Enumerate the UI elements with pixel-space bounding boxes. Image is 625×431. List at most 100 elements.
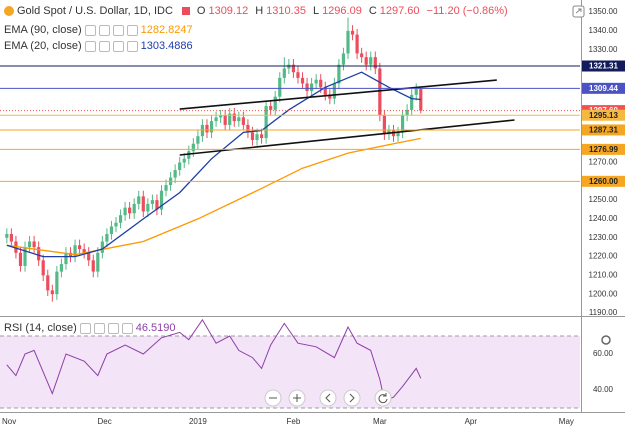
y-tick-label: 1340.00 [589,26,618,35]
level-label-bg [582,82,625,94]
settings-button[interactable] [98,40,110,52]
zoom-controls [264,389,392,407]
candle-body [23,247,27,266]
reset-icon [378,393,388,404]
visibility-button[interactable] [84,24,96,36]
candle-body [273,96,277,110]
candle-body [405,109,409,116]
candle-body [241,117,245,125]
candle-body [87,252,91,261]
ohlc-label: C [368,5,377,17]
candle-body [18,252,23,266]
y-tick-label: 40.00 [593,385,614,394]
candle-body [209,121,214,133]
remove-button[interactable] [112,40,124,52]
candle-body [155,200,159,210]
candle-body [205,124,209,133]
candle-body [41,260,45,276]
legend-value: 1282.8247 [140,24,193,36]
y-tick-label: 1220.00 [589,252,618,261]
candle-body [64,252,68,265]
candle-body [137,196,141,204]
x-tick-label: Dec [98,417,112,426]
level-label-bg [582,109,625,121]
visibility-button[interactable] [79,322,91,334]
x-tick-label: Nov [2,417,16,426]
legend-value: 1303.4886 [140,40,193,52]
candle-body [114,222,118,227]
symbol-title: Gold Spot / U.S. Dollar, 1D, IDC [17,5,173,17]
level-label-bg [582,175,625,187]
level-label: 1321.31 [589,62,618,71]
candle-body [96,252,100,272]
candle-body [296,72,300,78]
level-label-bg [582,143,625,155]
remove-button[interactable] [112,24,124,36]
candle-body [219,115,223,118]
candle-body [259,134,264,139]
y-tick-label: 1230.00 [589,233,618,242]
candle-body [346,30,350,54]
x-tick-label: May [559,417,574,426]
x-tick-label: 2019 [189,417,207,426]
y-tick-label: 1210.00 [589,270,618,279]
candle-body [228,113,232,125]
ema-legend: EMA (20, close) 1303.4886 [4,40,193,52]
candle-body [378,68,382,116]
candle-body [37,247,41,261]
y-tick-label: 1350.00 [589,7,618,16]
reset-button[interactable] [374,389,392,407]
rsi-legend: RSI (14, close) 46.5190 [4,322,176,334]
candle-body [314,79,318,84]
settings-button[interactable] [98,24,110,36]
candle-body [109,226,114,234]
candle-body [369,57,373,65]
level-label: 1295.13 [589,111,618,120]
more-button[interactable] [126,24,138,36]
level-label-bg [582,60,625,72]
candle-body [282,68,286,78]
candle-body [150,200,154,204]
legend-label: RSI (14, close) [4,322,77,334]
rsi-line [6,318,422,402]
level-label: 1276.99 [589,145,618,154]
scroll-left-button[interactable] [319,389,337,407]
visibility-button[interactable] [84,40,96,52]
scroll-right-button[interactable] [343,389,361,407]
candle-body [250,132,255,140]
settings-button[interactable] [601,335,611,345]
y-tick-label: 1190.00 [589,308,618,317]
level-label: 1287.31 [589,126,618,135]
level-label-bg [582,124,625,136]
more-button[interactable] [126,40,138,52]
ohlc-label: L [312,5,320,17]
candle-body [264,106,268,139]
change-value: −11.20 (−0.86%) [426,5,508,17]
candle-body [182,158,186,163]
candle-body [305,83,309,92]
ohlc-value: 1310.35 [266,5,306,17]
candle-body [400,115,405,133]
y-tick-label: 1330.00 [589,45,618,54]
symbol-icon [4,6,14,16]
candle-body [232,113,236,122]
candle-body [73,245,77,257]
candle-body [132,203,136,214]
candle-body [255,134,259,140]
level-label: 1309.44 [589,84,618,93]
candle-body [364,57,368,65]
remove-button[interactable] [107,322,119,334]
candle-body [382,115,386,135]
candle-body [410,94,414,110]
more-button[interactable] [121,322,133,334]
candle-body [173,170,177,178]
candle-body [269,106,273,110]
candle-body [237,117,241,122]
candle-body [337,64,341,84]
trend-line [179,79,497,110]
scroll-left-icon [325,393,331,403]
candle-body [123,207,127,216]
candle-body [191,143,195,152]
candle-body [100,241,104,253]
settings-button[interactable] [93,322,105,334]
